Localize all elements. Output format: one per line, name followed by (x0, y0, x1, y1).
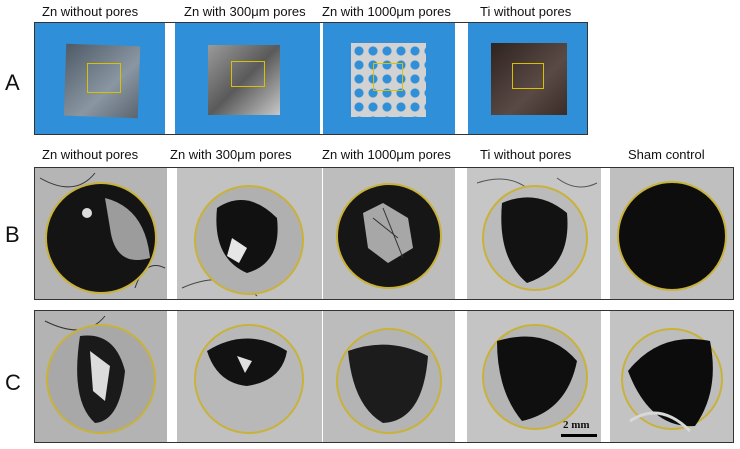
header-b-zn-1000: Zn with 1000μm pores (322, 147, 451, 162)
photo-ti-no-pores (468, 23, 587, 134)
roi-box (87, 63, 121, 93)
header-b-zn-no-pores: Zn without pores (42, 147, 139, 162)
header-b-sham: Sham control (628, 147, 705, 162)
micrograph-row-c: 2 mm (34, 310, 734, 443)
micro-b-zn-no-pores (35, 168, 167, 299)
sample-photo-panel (34, 22, 588, 135)
photo-zn-1000 (323, 23, 455, 134)
micro-b-sham (610, 168, 733, 299)
micro-b-zn-300 (177, 168, 322, 299)
micro-c-zn-no-pores (35, 311, 167, 442)
roi-box (231, 61, 265, 87)
micro-c-zn-1000 (323, 311, 455, 442)
micro-c-ti-no-pores: 2 mm (467, 311, 601, 442)
micro-b-zn-1000 (323, 168, 455, 299)
row-label-a: A (5, 70, 20, 95)
row-label-c: C (5, 370, 21, 395)
zn-1000-plate (351, 43, 426, 117)
photo-zn-no-pores (35, 23, 165, 134)
micro-c-zn-300 (177, 311, 322, 442)
ti-plate (491, 43, 567, 115)
header-b-ti-no-pores: Ti without pores (480, 147, 572, 162)
header-a-zn-no-pores: Zn without pores (42, 4, 139, 19)
roi-box (512, 63, 544, 89)
zn-300-plate (208, 45, 280, 115)
row-label-b: B (5, 222, 20, 247)
scale-bar-line (561, 434, 597, 437)
scale-bar-label: 2 mm (563, 419, 590, 431)
header-a-zn-300: Zn with 300μm pores (184, 4, 306, 19)
photo-zn-300 (175, 23, 320, 134)
roi-box (373, 63, 403, 91)
micro-c-sham (610, 311, 733, 442)
header-b-zn-300: Zn with 300μm pores (170, 147, 292, 162)
header-a-zn-1000: Zn with 1000μm pores (322, 4, 451, 19)
micrograph-row-b (34, 167, 734, 300)
header-a-ti-no-pores: Ti without pores (480, 4, 572, 19)
micro-b-ti-no-pores (467, 168, 601, 299)
